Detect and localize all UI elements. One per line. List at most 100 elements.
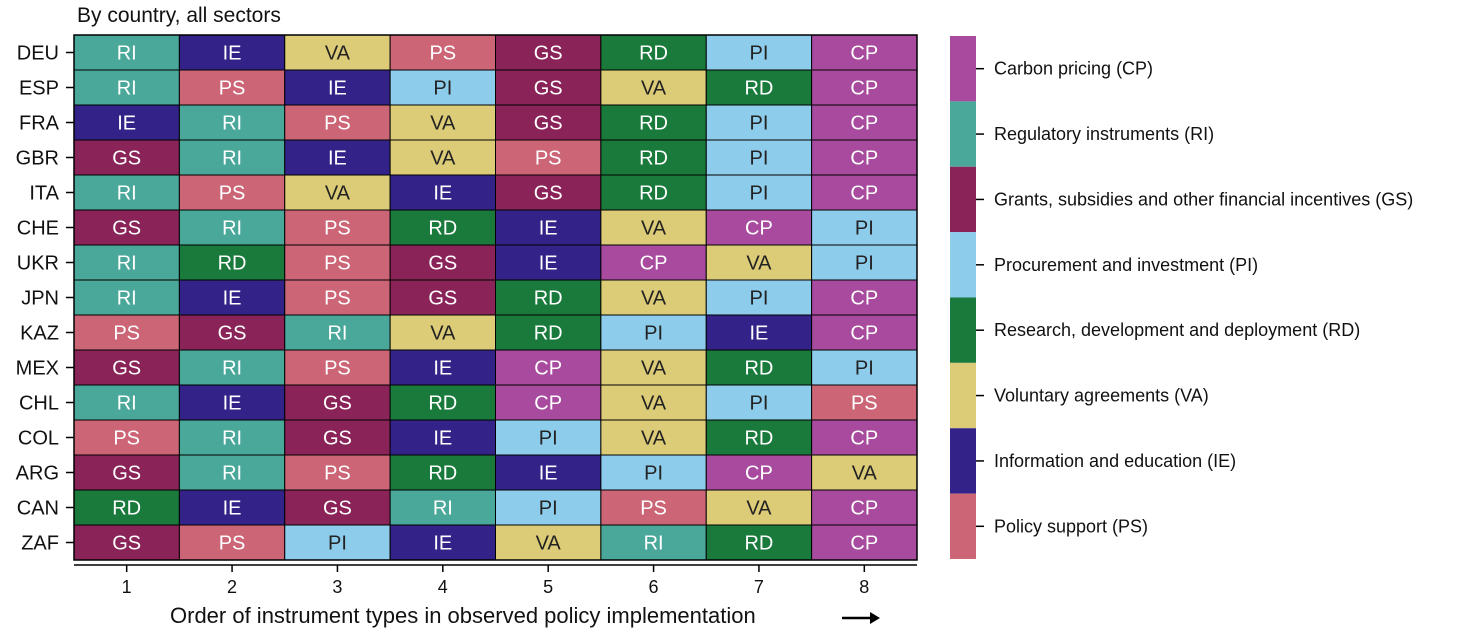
cell-label: RI [117, 393, 137, 415]
arrow-right-icon [842, 612, 880, 624]
cell-label: GS [218, 323, 247, 345]
legend-swatch [950, 101, 976, 167]
heatmap-cell [600, 209, 707, 246]
y-tick-label: CHE [17, 218, 59, 240]
heatmap-cell [495, 349, 602, 386]
cell-label: VA [641, 218, 667, 240]
heatmap-cell [284, 69, 391, 106]
cell-label: PS [324, 358, 351, 380]
cell-label: IE [433, 358, 452, 380]
y-tick-label: COL [18, 428, 59, 450]
cell-label: PI [749, 393, 768, 415]
cell-label: RD [639, 113, 668, 135]
y-tick-label: FRA [19, 113, 60, 135]
heatmap-cell [389, 454, 496, 491]
legend-swatch [950, 36, 976, 102]
cell-label: GS [112, 218, 141, 240]
cell-label: IE [539, 463, 558, 485]
legend-label: Carbon pricing (CP) [994, 59, 1153, 79]
cell-label: IE [433, 428, 452, 450]
heatmap-cell [73, 524, 180, 561]
cell-label: CP [850, 323, 878, 345]
cell-label: VA [641, 288, 667, 310]
cell-label: RI [117, 183, 137, 205]
heatmap-cell [811, 279, 918, 316]
cell-label: PI [749, 183, 768, 205]
cell-label: CP [850, 78, 878, 100]
cell-label: VA [641, 428, 667, 450]
cell-label: PI [433, 78, 452, 100]
cell-label: CP [745, 463, 773, 485]
heatmap-cell [178, 524, 286, 561]
heatmap-cell [284, 139, 391, 176]
cell-label: VA [641, 358, 667, 380]
chart-subtitle: By country, all sectors [77, 4, 281, 27]
x-tick-label: 6 [649, 577, 659, 597]
heatmap-cell [284, 104, 391, 141]
y-tick-label: ZAF [21, 533, 59, 555]
cell-label: RD [744, 78, 773, 100]
heatmap-cell [811, 524, 918, 561]
legend-label: Voluntary agreements (VA) [994, 386, 1209, 406]
cell-label: VA [746, 498, 772, 520]
heatmap-cell [178, 174, 286, 211]
y-tick-label: GBR [16, 148, 59, 170]
heatmap-cell [705, 524, 813, 561]
legend-label: Regulatory instruments (RI) [994, 124, 1214, 144]
heatmap-cell [284, 349, 391, 386]
cell-label: PI [539, 428, 558, 450]
cell-label: RD [639, 183, 668, 205]
cell-label: VA [852, 463, 878, 485]
heatmap-cell [389, 524, 496, 561]
cell-label: VA [641, 78, 667, 100]
cell-label: RI [222, 358, 242, 380]
y-tick-label: UKR [17, 253, 59, 275]
cell-label: VA [746, 253, 772, 275]
cell-label: RD [428, 463, 457, 485]
heatmap-cell [705, 174, 813, 211]
legend-swatch [950, 362, 976, 429]
heatmap-cell [495, 139, 602, 176]
cell-label: GS [112, 533, 141, 555]
heatmap-chart: RI IE VA PS GS RD PI CP RI PS IE PI GS VA RD CP IE RI PS VA… [16, 34, 1413, 597]
heatmap-cell [600, 34, 707, 71]
cell-label: IE [328, 78, 347, 100]
cell-label: PI [749, 43, 768, 65]
y-tick-label: JPN [21, 288, 59, 310]
cell-label: RD [744, 358, 773, 380]
heatmap-cell [705, 419, 813, 456]
heatmap-cell [73, 419, 180, 456]
heatmap-cell [178, 209, 286, 246]
cell-label: PI [749, 148, 768, 170]
x-tick-label: 1 [122, 577, 132, 597]
heatmap-cell [495, 384, 602, 421]
cell-label: RI [222, 428, 242, 450]
heatmap-cell [73, 454, 180, 491]
legend-swatch [950, 493, 976, 559]
cell-label: PS [324, 253, 351, 275]
cell-label: CP [850, 533, 878, 555]
cell-label: CP [745, 218, 773, 240]
cell-label: RI [117, 253, 137, 275]
cell-label: GS [112, 148, 141, 170]
heatmap-cell [705, 34, 813, 71]
heatmap-cell [600, 104, 707, 141]
cell-label: RD [639, 148, 668, 170]
cell-label: PS [324, 288, 351, 310]
cell-label: RD [428, 393, 457, 415]
cell-label: PI [749, 113, 768, 135]
heatmap-cell [600, 279, 707, 316]
legend-swatch [950, 428, 976, 494]
y-tick-label: CAN [17, 498, 59, 520]
legend-label: Information and education (IE) [994, 451, 1236, 471]
cell-label: PS [113, 428, 140, 450]
heatmap-cell [389, 139, 496, 176]
x-axis-label: Order of instrument types in observed po… [170, 603, 756, 628]
legend-swatch [950, 232, 976, 298]
y-tick-label: MEX [16, 358, 59, 380]
cell-label: RI [117, 288, 137, 310]
cell-label: RI [433, 498, 453, 520]
cell-label: GS [534, 183, 563, 205]
cell-label: PS [219, 78, 246, 100]
cell-label: IE [223, 288, 242, 310]
